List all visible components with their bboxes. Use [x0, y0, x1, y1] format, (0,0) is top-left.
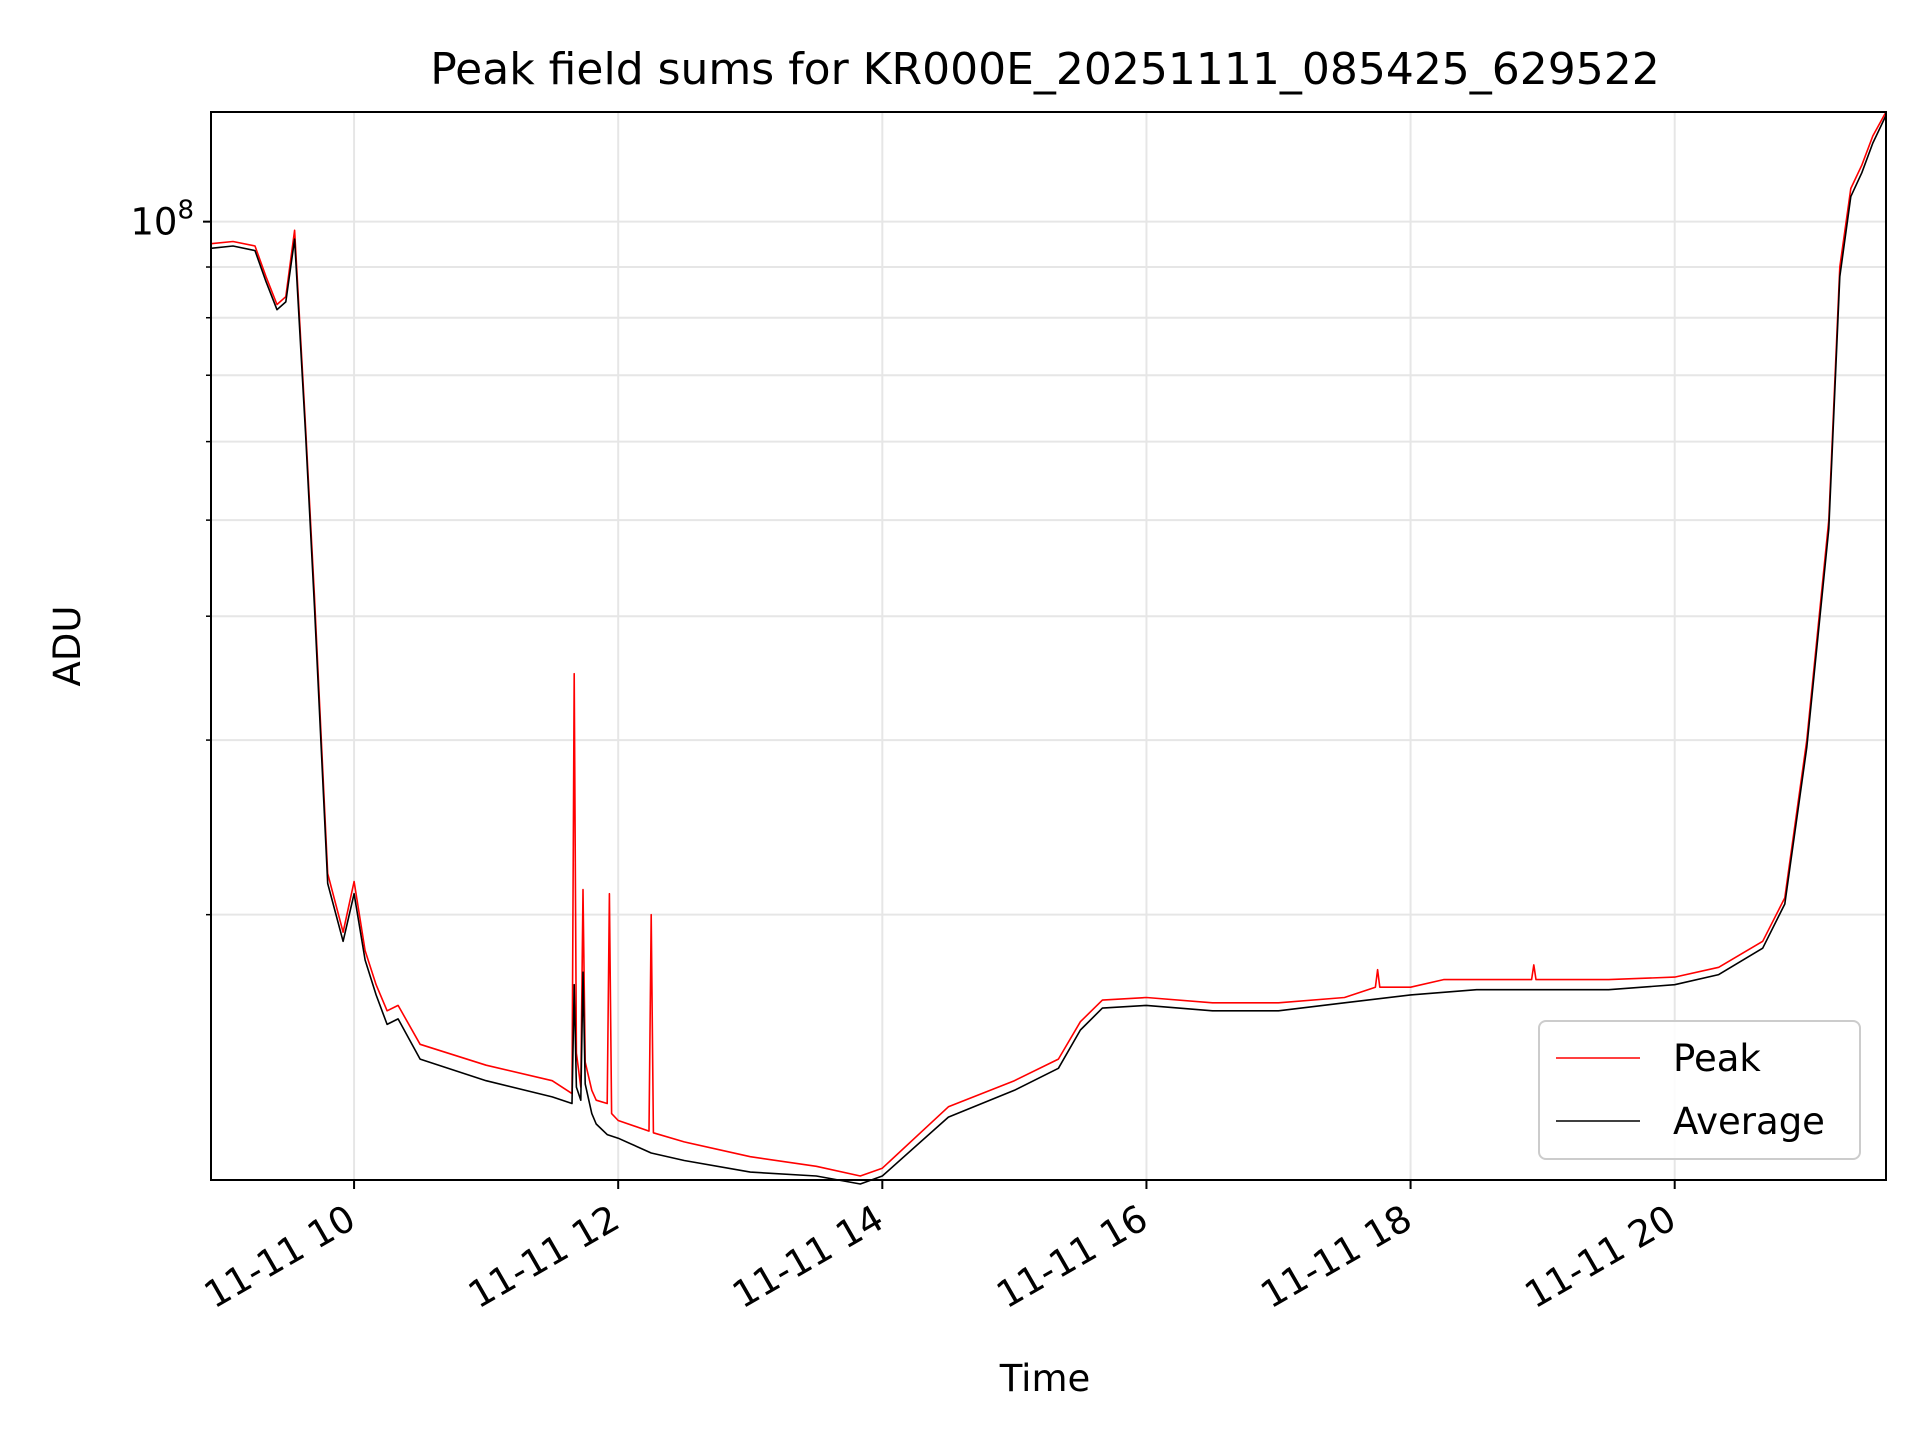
- y-axis: 108: [130, 196, 211, 916]
- legend-label-peak: Peak: [1673, 1037, 1761, 1080]
- series-peak: [210, 111, 1887, 1177]
- grid: [211, 112, 1886, 1180]
- y-tick-label: 108: [130, 196, 194, 244]
- legend-box: [1538, 1020, 1861, 1160]
- series-average: [210, 115, 1887, 1185]
- series-layer: [210, 111, 1887, 1185]
- plot-frame: [210, 111, 1887, 1181]
- y-axis-label: ADU: [46, 606, 89, 687]
- legend: Peak Average: [1538, 1020, 1861, 1160]
- chart-title: Peak field sums for KR000E_20251111_0854…: [430, 44, 1660, 95]
- legend-label-average: Average: [1673, 1100, 1825, 1143]
- x-axis-label: Time: [999, 1357, 1091, 1400]
